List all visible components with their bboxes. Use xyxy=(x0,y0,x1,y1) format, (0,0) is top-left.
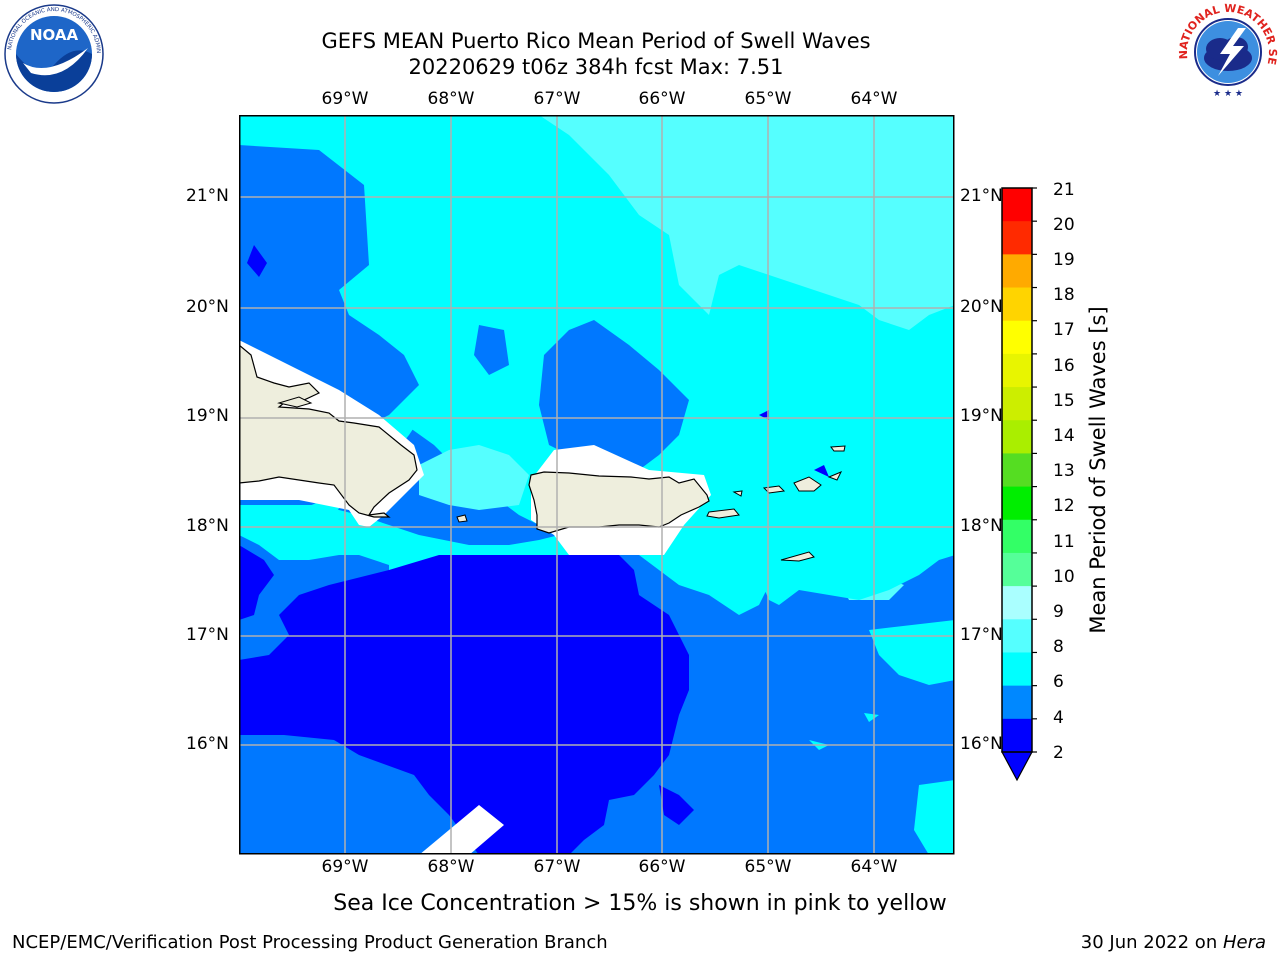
lat-label-left: 16°N xyxy=(186,734,229,754)
lon-label-bottom: 64°W xyxy=(850,857,898,877)
colorbar-segment xyxy=(1002,718,1032,753)
lat-label-left: 19°N xyxy=(186,406,229,426)
colorbar-tick-label: 2 xyxy=(1053,743,1064,763)
colorbar-tick-label: 10 xyxy=(1053,567,1075,587)
svg-text:★ ★ ★: ★ ★ ★ xyxy=(1213,89,1243,99)
colorbar-tick-label: 16 xyxy=(1053,356,1075,376)
lon-label-top: 67°W xyxy=(533,89,581,109)
colorbar-segment xyxy=(1002,519,1032,554)
colorbar-segment xyxy=(1002,586,1032,620)
lon-label-top: 66°W xyxy=(638,89,686,109)
colorbar-tick-label: 8 xyxy=(1053,637,1064,657)
colorbar-tick-label: 21 xyxy=(1053,180,1075,200)
lat-label-right: 18°N xyxy=(960,516,1003,536)
lat-label-left: 17°N xyxy=(186,625,229,645)
map-title: GEFS MEAN Puerto Rico Mean Period of Swe… xyxy=(321,29,871,53)
lon-label-bottom: 67°W xyxy=(533,857,581,877)
colorbar-segment xyxy=(1002,685,1032,720)
nws-logo: NATIONAL WEATHER SERVICE ★ ★ ★ xyxy=(1176,2,1279,99)
noaa-logo: NOAA NATIONAL OCEANIC AND ATMOSPHERIC AD… xyxy=(3,3,104,104)
colorbar-segment xyxy=(1002,254,1032,289)
lat-label-right: 20°N xyxy=(960,297,1003,317)
land-puerto-rico xyxy=(528,471,710,534)
colorbar-segment xyxy=(1002,486,1032,521)
colorbar-segment xyxy=(1002,453,1032,488)
colorbar-segment xyxy=(1002,619,1032,653)
colorbar-tick-label: 13 xyxy=(1053,461,1075,481)
lat-label-right: 17°N xyxy=(960,625,1003,645)
colorbar xyxy=(1000,187,1037,782)
colorbar-tick-label: 12 xyxy=(1053,496,1075,516)
colorbar-tick-label: 6 xyxy=(1053,672,1064,692)
lon-label-bottom: 66°W xyxy=(638,857,686,877)
colorbar-tick-label: 19 xyxy=(1053,250,1075,270)
swell-band-2-4-central xyxy=(539,320,689,475)
colorbar-segment xyxy=(1002,188,1032,222)
colorbar-segment xyxy=(1002,353,1032,388)
colorbar-tick-label: 18 xyxy=(1053,285,1075,305)
lat-label-right: 19°N xyxy=(960,406,1003,426)
colorbar-segment xyxy=(1002,221,1032,255)
colorbar-outline xyxy=(1001,187,1033,753)
colorbar-tick-label: 20 xyxy=(1053,215,1075,235)
lon-label-bottom: 68°W xyxy=(427,857,475,877)
colorbar-tick-label: 11 xyxy=(1053,532,1075,552)
graticule xyxy=(239,115,954,854)
footer-date: 30 Jun 2022 on Hera xyxy=(1081,932,1266,953)
colorbar-tick-label: 15 xyxy=(1053,391,1075,411)
footer-date-text: 30 Jun 2022 on xyxy=(1080,932,1223,953)
land-hispaniola xyxy=(239,344,418,518)
footer-machine: Hera xyxy=(1222,932,1266,953)
lat-label-left: 18°N xyxy=(186,516,229,536)
colorbar-tick-label: 4 xyxy=(1053,708,1064,728)
colorbar-segment xyxy=(1002,287,1032,322)
colorbar-segment xyxy=(1002,552,1032,587)
colorbar-tick-label: 14 xyxy=(1053,426,1075,446)
lat-label-left: 20°N xyxy=(186,297,229,317)
colorbar-segment xyxy=(1002,652,1032,687)
lon-label-bottom: 65°W xyxy=(744,857,792,877)
colorbar-extend-min xyxy=(1000,751,1034,782)
colorbar-tick-label: 17 xyxy=(1053,320,1075,340)
lat-label-left: 21°N xyxy=(186,186,229,206)
lon-label-top: 64°W xyxy=(850,89,898,109)
footer-credit: NCEP/EMC/Verification Post Processing Pr… xyxy=(12,932,608,953)
lon-label-bottom: 69°W xyxy=(321,857,369,877)
colorbar-segment xyxy=(1002,387,1032,421)
lon-label-top: 69°W xyxy=(321,89,369,109)
swell-band-below-2 xyxy=(239,555,689,854)
colorbar-segment xyxy=(1002,420,1032,454)
lon-label-top: 68°W xyxy=(427,89,475,109)
colorbar-segment xyxy=(1002,320,1032,355)
lat-label-right: 21°N xyxy=(960,186,1003,206)
colorbar-tick-label: 9 xyxy=(1053,602,1064,622)
swell-band-6-8 xyxy=(539,115,954,330)
lon-label-top: 65°W xyxy=(744,89,792,109)
map-panel xyxy=(239,115,955,855)
sea-ice-caption: Sea Ice Concentration > 15% is shown in … xyxy=(333,891,947,916)
lat-label-right: 16°N xyxy=(960,734,1003,754)
noaa-logo-text: NOAA xyxy=(30,26,79,44)
colorbar-label: Mean Period of Swell Waves [s] xyxy=(1086,306,1110,634)
map-subtitle: 20220629 t06z 384h fcst Max: 7.51 xyxy=(408,55,784,79)
